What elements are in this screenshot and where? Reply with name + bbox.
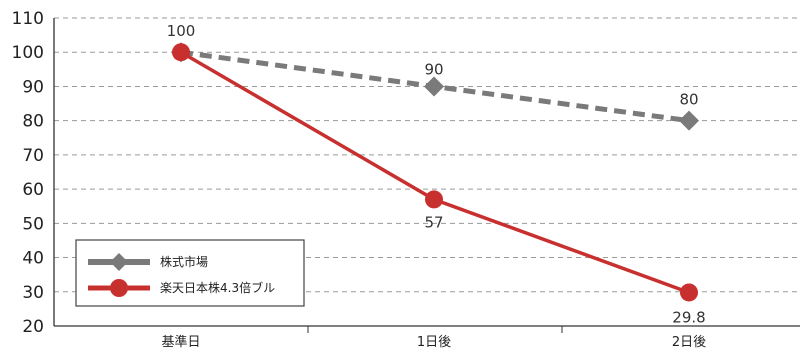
data-labels: 90 80 100 57 29.8 (167, 22, 706, 326)
data-point-diamond (424, 76, 444, 97)
y-tick-label: 90 (22, 77, 44, 97)
legend: 株式市場 楽天日本株4.3倍ブル (75, 239, 305, 307)
data-point-circle (680, 283, 698, 302)
y-tick-label: 100 (12, 43, 44, 63)
x-axis: 基準日 1日後 2日後 (161, 326, 706, 349)
data-point-circle (172, 43, 190, 62)
y-axis: 110 100 90 80 70 60 50 40 30 20 (12, 9, 44, 337)
data-label: 29.8 (672, 308, 705, 326)
legend-label-market: 株式市場 (160, 254, 208, 269)
y-tick-label: 20 (22, 317, 44, 337)
y-tick-label: 80 (22, 112, 44, 132)
x-category-label: 1日後 (417, 335, 451, 349)
x-category-label: 2日後 (672, 335, 706, 349)
y-tick-label: 110 (12, 9, 44, 29)
y-tick-label: 40 (22, 249, 44, 269)
legend-marker-circle (110, 279, 128, 297)
legend-box (75, 239, 305, 307)
legend-marker-diamond (110, 253, 128, 271)
data-label: 57 (424, 213, 443, 231)
y-tick-label: 30 (22, 283, 44, 303)
data-label: 90 (424, 60, 443, 78)
data-label: 100 (167, 22, 196, 40)
y-tick-label: 70 (22, 146, 44, 166)
x-category-label: 基準日 (161, 334, 200, 349)
y-tick-label: 50 (22, 214, 44, 234)
data-point-circle (425, 190, 443, 209)
legend-label-bull: 楽天日本株4.3倍ブル (160, 280, 275, 295)
data-point-diamond (679, 110, 699, 131)
y-tick-label: 60 (22, 180, 44, 200)
data-label: 80 (679, 91, 698, 109)
series-layer (171, 42, 699, 302)
